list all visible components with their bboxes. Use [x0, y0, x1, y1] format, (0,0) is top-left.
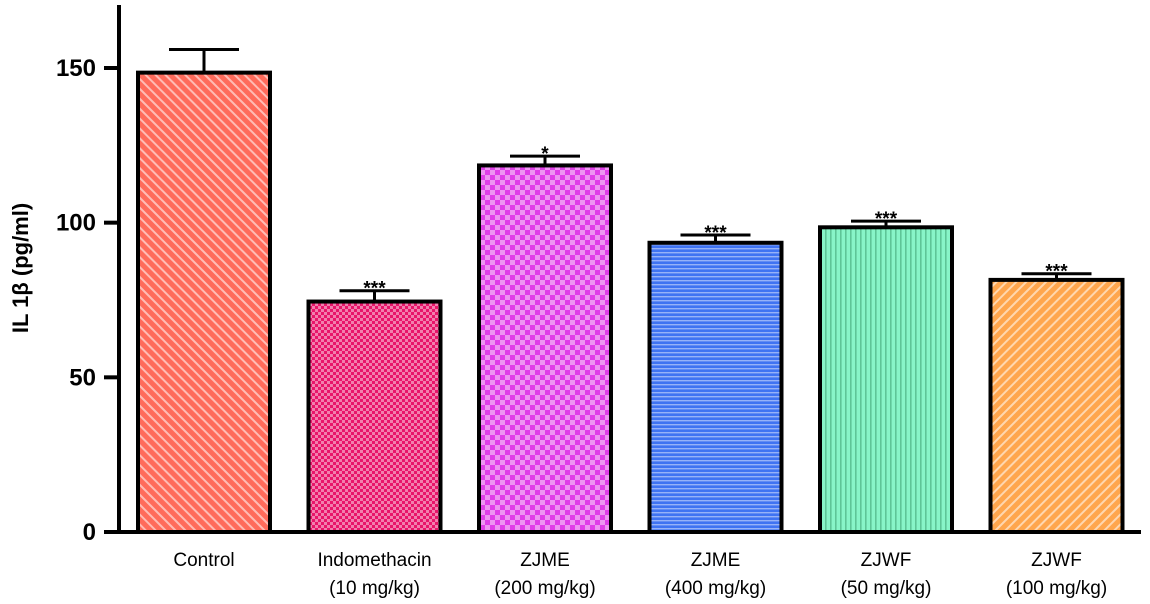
y-ticks: 0 50 100 150 [56, 55, 119, 546]
category-label: (100 mg/kg) [1006, 578, 1107, 599]
y-tick-label: 0 [83, 519, 96, 546]
category-label: Control [173, 550, 234, 571]
significance-label: *** [704, 223, 727, 244]
y-tick-label: 100 [56, 210, 96, 237]
category-label: (50 mg/kg) [841, 578, 932, 599]
y-axis-title: IL 1β (pg/ml) [8, 203, 33, 333]
bar [647, 240, 784, 534]
category-label: Indomethacin [317, 550, 431, 571]
y-tick-label: 150 [56, 55, 96, 82]
significance-label: * [541, 144, 549, 165]
bars-layer: ************* [136, 47, 1125, 535]
axes-layer [117, 5, 1141, 534]
category-label: ZJME [691, 550, 741, 571]
category-label: ZJME [520, 550, 570, 571]
category-label: (400 mg/kg) [665, 578, 766, 599]
bar [477, 163, 613, 534]
significance-label: *** [875, 209, 898, 230]
y-tick-label: 50 [69, 364, 96, 391]
significance-label: *** [363, 279, 386, 300]
category-label: ZJWF [861, 550, 912, 571]
bar [988, 277, 1125, 535]
category-labels: Control Indomethacin (10 mg/kg) ZJME (200 mg… [173, 550, 1107, 599]
category-label: (10 mg/kg) [329, 578, 420, 599]
bar [136, 70, 272, 534]
bar [306, 299, 443, 534]
category-label: (200 mg/kg) [494, 578, 595, 599]
bar [818, 225, 954, 534]
category-label: ZJWF [1031, 550, 1082, 571]
significance-label: *** [1045, 262, 1068, 283]
